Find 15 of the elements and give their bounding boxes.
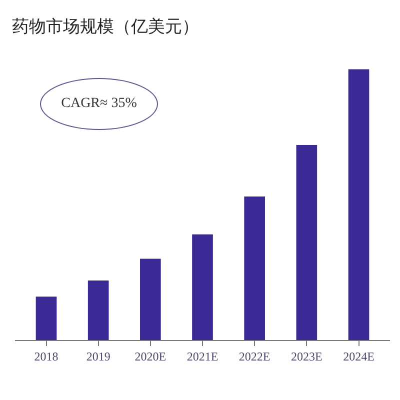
x-tick-label: 2018	[34, 349, 58, 364]
chart-title: 药物市场规模（亿美元）	[12, 16, 199, 37]
bar	[192, 234, 213, 340]
x-tick-label: 2019	[86, 349, 110, 364]
x-tick-label: 2020E	[134, 349, 166, 364]
x-tick-label: 2023E	[291, 349, 322, 364]
x-tick-label: 2021E	[186, 349, 218, 364]
bar	[88, 280, 109, 340]
x-tick-label: 2024E	[343, 349, 374, 364]
bar	[296, 145, 318, 340]
bar	[140, 258, 161, 340]
bar	[244, 196, 265, 340]
bar	[36, 296, 57, 340]
bar	[348, 69, 370, 340]
x-tick-label: 2022E	[238, 349, 270, 364]
